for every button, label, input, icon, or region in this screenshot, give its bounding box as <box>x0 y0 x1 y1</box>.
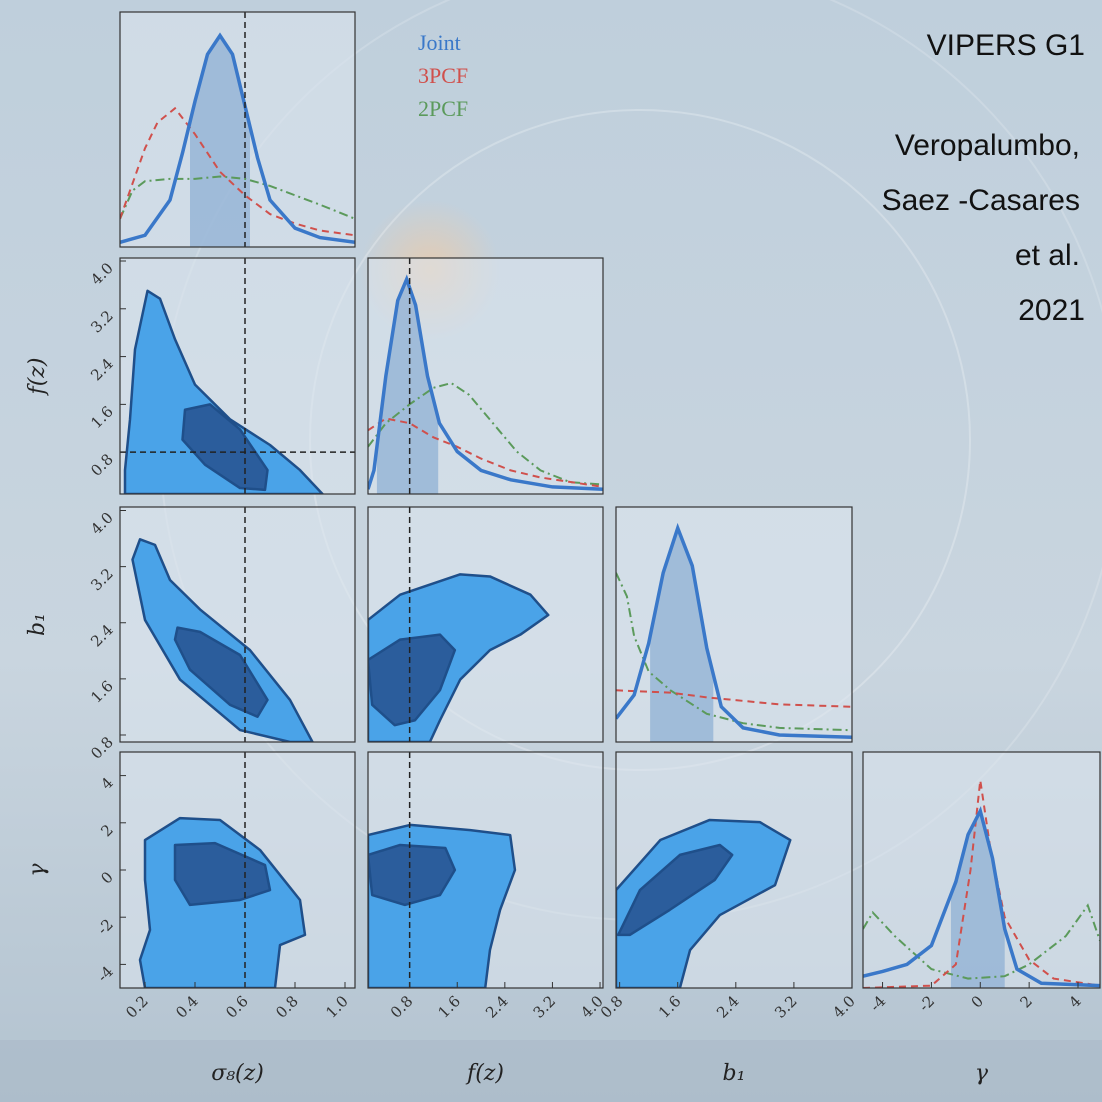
slide-title: VIPERS G1 <box>927 29 1085 62</box>
panel-frame <box>119 11 356 248</box>
panel <box>367 506 604 743</box>
credit-line: Saez -Casares <box>882 184 1080 217</box>
contour-level <box>181 403 269 492</box>
y-axis-label: b₁ <box>25 613 50 636</box>
panel-frame <box>367 506 604 743</box>
panel-frame <box>615 751 853 989</box>
credit-line: Veropalumbo, <box>895 129 1080 162</box>
density-curve <box>616 522 852 740</box>
contour-level <box>173 626 269 718</box>
density-curve <box>616 689 852 708</box>
plot-area <box>131 507 314 742</box>
panel <box>615 506 853 743</box>
credit-line: et al. <box>1015 239 1080 272</box>
x-axis-label: b₁ <box>723 1061 746 1086</box>
density-curve <box>863 806 1100 988</box>
contour-level <box>123 289 324 494</box>
panel-frame <box>862 751 1101 989</box>
density-curve <box>368 274 603 492</box>
legend-entry: 3PCF <box>418 63 468 88</box>
y-axis-label: f(z) <box>25 358 50 397</box>
contour-level <box>368 843 457 907</box>
panel-frame <box>367 751 604 989</box>
legend-entry: Joint <box>418 30 461 55</box>
contour-level <box>131 538 314 742</box>
panel-frame <box>119 506 356 743</box>
panel: -4 -2 0 2 4γ <box>862 751 1101 1086</box>
panel <box>119 11 356 248</box>
contour-level <box>616 843 734 937</box>
plot-area <box>368 752 517 988</box>
panel-frame <box>615 506 853 743</box>
x-axis-label: f(z) <box>465 1061 504 1086</box>
decor-ground <box>0 1040 1102 1102</box>
x-axis-label: σ₈(z) <box>211 1061 264 1086</box>
density-curve <box>368 381 603 486</box>
contour-level <box>616 818 792 988</box>
density-curve <box>616 572 852 732</box>
plot-area <box>138 752 307 988</box>
credit-line: 2021 <box>1018 294 1085 327</box>
density-curve <box>368 417 603 488</box>
plot-area <box>616 818 792 988</box>
panel: 0.81.62.43.24.0f(z) <box>25 257 356 495</box>
panel <box>367 257 604 495</box>
density-curve <box>120 106 355 237</box>
density-curve <box>863 903 1100 980</box>
plot-area <box>120 258 355 494</box>
panel-frame <box>367 257 604 495</box>
density-curve <box>120 175 355 220</box>
contour-level <box>173 841 272 907</box>
density-curve <box>863 780 1100 988</box>
density-curve <box>120 32 355 245</box>
panel-frame <box>119 257 356 495</box>
plot-area <box>368 507 550 742</box>
contour-level <box>368 633 457 727</box>
x-axis-label: γ <box>975 1061 989 1086</box>
y-axis-label: γ <box>25 863 50 877</box>
legend-entry: 2PCF <box>418 96 468 121</box>
